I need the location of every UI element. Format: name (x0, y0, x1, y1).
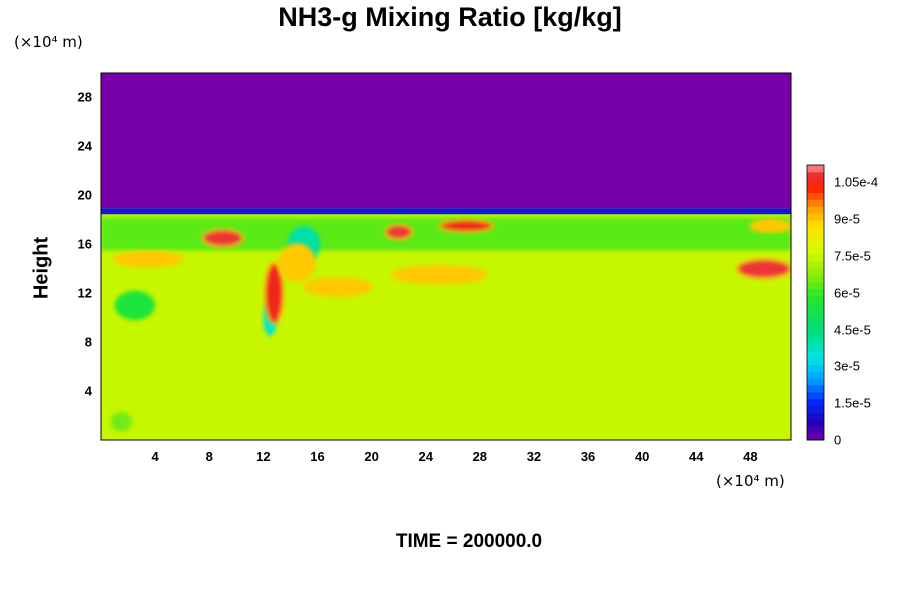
colorbar-band (807, 199, 824, 207)
colorbar-band (807, 240, 824, 248)
colorbar-tick-label: 1.05e-4 (834, 174, 879, 190)
colorbar-band (807, 309, 824, 317)
green-blob (110, 411, 133, 432)
red-streak (278, 243, 316, 282)
colorbar-band (807, 336, 824, 345)
colorbar-band (807, 275, 824, 283)
colorbar-band (807, 419, 824, 427)
red-streak (735, 257, 791, 280)
colorbar-band (807, 391, 824, 400)
y-tick-label: 12 (77, 285, 92, 301)
x-tick-label: 8 (205, 449, 213, 464)
y-tick-label: 20 (77, 187, 92, 203)
x-tick-label: 32 (526, 449, 542, 464)
red-streak (201, 228, 245, 248)
x-tick-label: 40 (634, 449, 650, 464)
colorbar-band (807, 343, 824, 352)
y-tick-label: 16 (77, 236, 92, 252)
colorbar-band (807, 185, 824, 193)
red-streak (749, 218, 791, 234)
colorbar-band (807, 433, 824, 441)
colorbar-band (807, 385, 824, 393)
colorbar-band (807, 398, 824, 407)
colorbar-band (807, 171, 824, 180)
colorbar-band (807, 268, 824, 276)
red-streak (390, 265, 488, 285)
time-footer: TIME = 200000.0 (395, 531, 543, 552)
colorbar-band (807, 226, 824, 235)
colorbar-band (807, 371, 824, 379)
green-blob (114, 290, 156, 321)
x-tick-label: 48 (743, 449, 758, 464)
colorbar-band (807, 295, 824, 303)
colorbar-band (807, 261, 824, 269)
chart-title: NH3-g Mixing Ratio [kg/kg] (278, 2, 622, 32)
colorbar-band (807, 350, 824, 358)
y-tick-label: 24 (77, 138, 92, 154)
y-axis-unit: (×10⁴ m) (14, 33, 83, 51)
colorbar-band (807, 426, 824, 434)
colorbar-band (807, 165, 824, 173)
colorbar-tick-label: 1.5e-5 (834, 395, 871, 411)
x-tick-label: 44 (689, 449, 704, 464)
colorbar-band (807, 192, 824, 200)
colorbar-band (807, 316, 824, 324)
colorbar-band (807, 247, 824, 255)
colorbar-band (807, 288, 824, 297)
field-layer (101, 73, 791, 440)
colorbar-band (807, 302, 824, 310)
x-tick-label: 20 (364, 449, 379, 464)
x-tick-label: 4 (151, 449, 159, 464)
colorbar-band (807, 330, 824, 338)
colorbar-tick-label: 7.5e-5 (834, 248, 871, 264)
red-streak (263, 261, 285, 325)
x-tick-label: 24 (418, 449, 433, 464)
colorbar-tick-label: 9e-5 (834, 211, 861, 227)
tropopause-edge (101, 208, 791, 215)
colorbar-tick-label: 6e-5 (834, 285, 861, 301)
colorbar-frame (806, 164, 825, 441)
colorbar-band (807, 233, 824, 242)
y-tick-label: 8 (84, 334, 92, 350)
upper-background (101, 73, 791, 209)
y-tick-label: 28 (77, 89, 92, 105)
y-tick-label: 4 (84, 383, 92, 399)
red-streak (384, 223, 414, 241)
x-axis-unit: (×10⁴ m) (716, 472, 785, 490)
red-streak (113, 250, 184, 268)
colorbar (806, 164, 825, 441)
colorbar-band (807, 357, 824, 365)
x-tick-label: 12 (256, 449, 271, 464)
red-streak (438, 218, 495, 234)
colorbar-tick-label: 3e-5 (834, 358, 861, 374)
x-tick-label: 36 (580, 449, 596, 464)
colorbar-band (807, 206, 824, 214)
red-streak (302, 277, 373, 297)
colorbar-tick-label: 4.5e-5 (834, 322, 871, 337)
colorbar-band (807, 323, 824, 331)
colorbar-band (807, 213, 824, 221)
colorbar-band (807, 178, 824, 187)
x-tick-label: 28 (472, 449, 488, 464)
colorbar-band (807, 281, 824, 290)
colorbar-band (807, 378, 824, 386)
colorbar-band (807, 405, 824, 413)
x-tick-label: 16 (310, 449, 325, 464)
colorbar-band (807, 254, 824, 262)
colorbar-band (807, 220, 824, 228)
colorbar-band (807, 364, 824, 372)
plot-frame (100, 72, 792, 441)
colorbar-tick-label: 0 (834, 432, 842, 448)
colorbar-band (807, 412, 824, 420)
